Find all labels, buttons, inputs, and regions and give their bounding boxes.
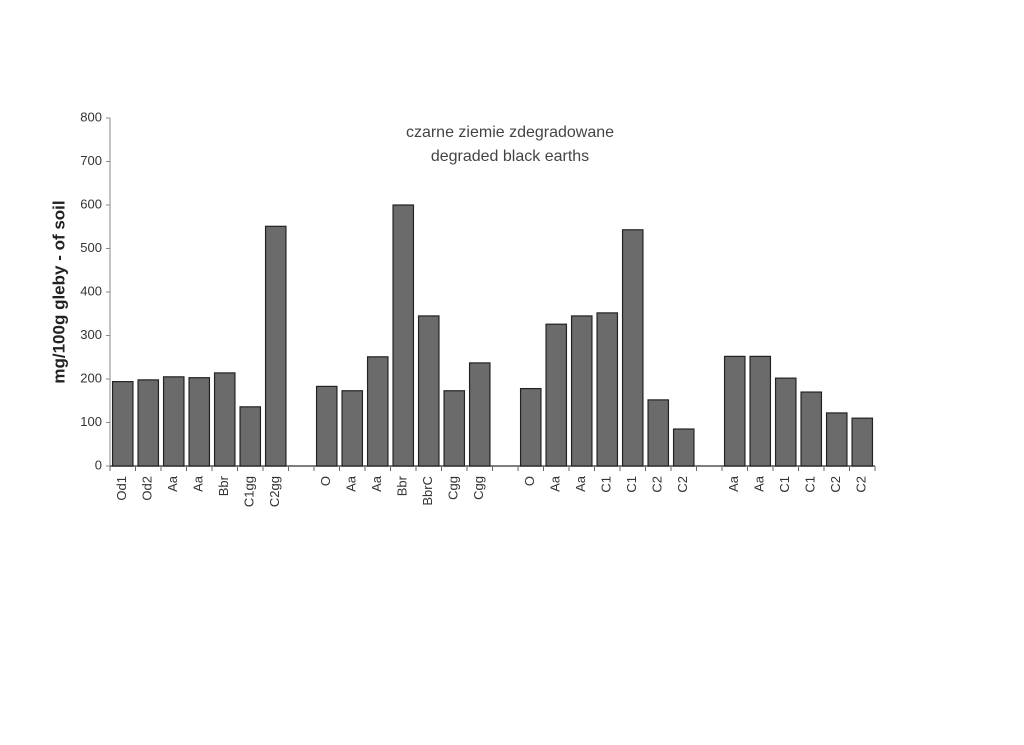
x-tick-label: C2: [675, 476, 690, 493]
x-tick-label: C1: [777, 476, 792, 493]
x-tick-label: O: [522, 476, 537, 486]
chart-subtitle: degraded black earths: [431, 148, 589, 165]
bar: [264, 225, 287, 467]
bar: [468, 362, 491, 467]
bar: [392, 204, 415, 467]
bar: [213, 372, 236, 467]
bar: [519, 387, 542, 467]
x-tick-label: Aa: [548, 475, 563, 492]
x-tick-label: C2: [854, 476, 869, 493]
bar: [596, 312, 619, 467]
x-tick-label: O: [318, 476, 333, 486]
bar: [825, 412, 848, 467]
bar: [417, 315, 440, 467]
x-tick-label: C1: [624, 476, 639, 493]
x-tick-label: Aa: [752, 475, 767, 492]
chart-title: czarne ziemie zdegradowane: [406, 124, 614, 141]
x-tick-label: Aa: [344, 475, 359, 492]
y-tick-label: 200: [80, 370, 102, 385]
bar: [723, 355, 746, 467]
bar: [621, 229, 644, 467]
y-tick-label: 500: [80, 240, 102, 255]
bar: [443, 390, 466, 467]
x-tick-label: C2gg: [267, 476, 282, 507]
x-tick-label: Cgg: [471, 476, 486, 500]
x-tick-label: C2: [650, 476, 665, 493]
bar: [545, 323, 568, 467]
bar: [366, 356, 389, 467]
bar: [647, 399, 670, 467]
x-tick-label: C1: [599, 476, 614, 493]
y-tick-label: 100: [80, 414, 102, 429]
bar: [570, 315, 593, 467]
x-tick-label: Bbr: [216, 475, 231, 496]
x-tick-label: Aa: [726, 475, 741, 492]
bar: [188, 377, 211, 467]
y-axis-label: mg/100g gleby - of soil: [49, 200, 68, 383]
y-tick-label: 700: [80, 153, 102, 168]
x-tick-label: Aa: [369, 475, 384, 492]
y-tick-label: 0: [95, 457, 102, 472]
bar: [800, 391, 823, 467]
x-tick-label: C1gg: [242, 476, 257, 507]
y-tick-label: 800: [80, 109, 102, 124]
bar: [851, 417, 874, 467]
x-tick-label: C2: [828, 476, 843, 493]
x-tick-label: Od2: [140, 476, 155, 501]
bar: [239, 406, 262, 467]
bar: [774, 377, 797, 467]
y-tick-label: 400: [80, 283, 102, 298]
x-tick-label: Aa: [573, 475, 588, 492]
bar: [137, 379, 160, 467]
x-tick-label: Aa: [165, 475, 180, 492]
bar: [672, 428, 695, 467]
bar: [749, 355, 772, 467]
bar: [315, 385, 338, 467]
x-tick-label: BbrC: [420, 476, 435, 506]
bar: [111, 381, 134, 467]
x-tick-label: C1: [803, 476, 818, 493]
x-tick-label: Bbr: [395, 475, 410, 496]
x-tick-label: Aa: [191, 475, 206, 492]
bar: [341, 390, 364, 467]
bar: [162, 376, 185, 467]
x-tick-label: Cgg: [446, 476, 461, 500]
y-tick-label: 600: [80, 196, 102, 211]
y-tick-label: 300: [80, 327, 102, 342]
x-tick-label: Od1: [114, 476, 129, 501]
